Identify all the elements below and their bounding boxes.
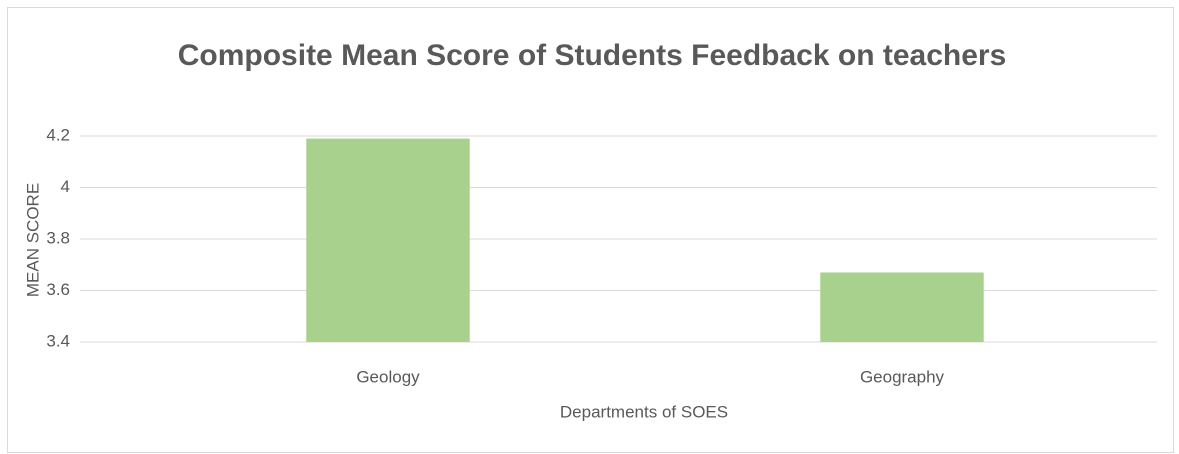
y-tick-label: 3.4 — [46, 331, 70, 350]
x-tick-label: Geology — [356, 367, 420, 386]
bar — [306, 138, 470, 342]
y-tick-label: 4 — [61, 177, 70, 196]
x-axis-title: Departments of SOES — [560, 402, 728, 421]
y-tick-label: 3.6 — [46, 280, 70, 299]
y-axis-title: MEAN SCORE — [23, 183, 42, 297]
bar — [820, 272, 984, 342]
chart-title: Composite Mean Score of Students Feedbac… — [178, 39, 1007, 72]
chart-border — [7, 7, 1174, 453]
y-tick-label: 3.8 — [46, 228, 70, 247]
x-tick-label: Geography — [860, 367, 945, 386]
y-tick-label: 4.2 — [46, 125, 70, 144]
